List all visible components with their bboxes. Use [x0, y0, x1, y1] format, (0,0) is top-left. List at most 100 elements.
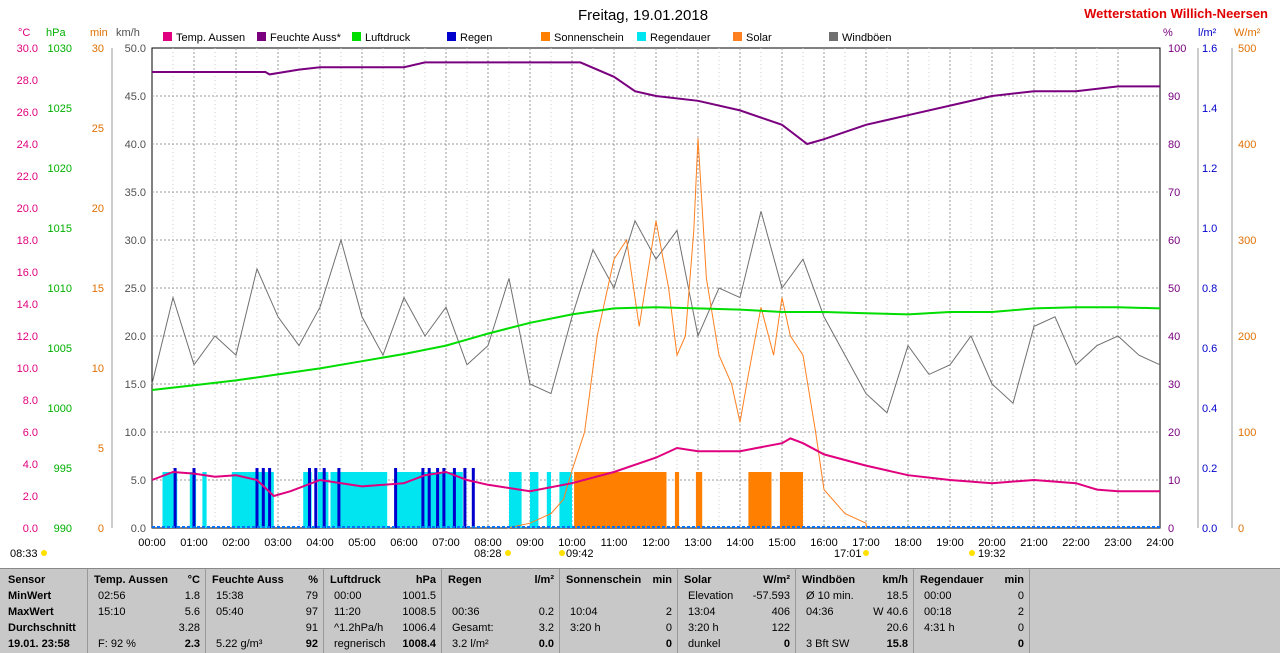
legend-swatch-1: [257, 32, 266, 41]
temp-line: [151, 437, 1160, 498]
header-unit-wind: km/h: [882, 574, 908, 586]
regen-bar-0: [173, 468, 177, 528]
cell-solar-value-2: 122: [771, 622, 790, 634]
temp-axis-tick-5: 20.0: [17, 203, 38, 215]
regen-bar-14: [452, 468, 456, 528]
header-solar: Solar: [684, 574, 712, 586]
regen-bar-6: [314, 468, 318, 528]
regen-bar-12: [436, 468, 440, 528]
temp-axis-tick-0: 30.0: [17, 43, 38, 55]
cell-solar-label-1: 13:04: [688, 606, 716, 618]
cell-temp-value-2: 3.28: [178, 622, 200, 634]
cell-regen-value-1: 0.2: [538, 606, 554, 618]
cell-regen-label-1: 00:36: [452, 606, 480, 618]
regendauer-bar-2: [202, 472, 207, 528]
cell-luftdruck-label-1: 11:20: [334, 606, 361, 618]
cell-feuchte-value-0: 79: [305, 590, 318, 602]
header-regendauer: Regendauer: [920, 574, 984, 586]
min-axis-tick-2: 20: [92, 203, 104, 215]
min-axis-tick-5: 5: [98, 443, 104, 455]
regen-bar-1: [192, 468, 196, 528]
time-tick-23: 23:00: [1104, 537, 1132, 549]
kmh-axis-tick-4: 30.0: [125, 235, 146, 247]
time-markers: 08:33 08:28 09:42 17:01 19:32: [10, 548, 1006, 560]
temp-axis-tick-6: 18.0: [17, 235, 38, 247]
press-axis-tick-6: 1000: [48, 403, 72, 415]
lm2-axis-tick-4: 0.8: [1202, 283, 1217, 295]
temp-axis-tick-4: 22.0: [17, 171, 38, 183]
cell-sonne-value-1: 2: [665, 606, 672, 618]
cell-regendauer-label-2: 4:31 h: [924, 622, 955, 634]
pct-axis-tick-2: 80: [1168, 139, 1180, 151]
pct-axis-tick-10: 0: [1168, 523, 1174, 535]
regen-bar-9: [394, 468, 398, 528]
regendauer-bar-9: [530, 472, 539, 528]
pct-axis-tick-6: 40: [1168, 331, 1180, 343]
legend-label-6: Solar: [746, 32, 772, 44]
row-label-0: MinWert: [8, 590, 52, 602]
cell-wind-label-3: 3 Bft SW: [806, 638, 850, 650]
wm2-axis-tick-0: 500: [1238, 43, 1256, 55]
temp-axis-tick-14: 2.0: [23, 491, 38, 503]
chart-title: Freitag, 19.01.2018: [578, 7, 708, 24]
kmh-axis-tick-10: 0.0: [131, 523, 146, 535]
regen-bar-8: [337, 468, 341, 528]
cell-luftdruck-value-2: 1006.4: [402, 622, 436, 634]
cell-temp-label-0: 02:56: [98, 590, 126, 602]
pct-axis-tick-5: 50: [1168, 283, 1180, 295]
col-regen: [442, 569, 560, 653]
legend-label-7: Windböen: [842, 32, 892, 44]
wm2-axis-tick-5: 0: [1238, 523, 1244, 535]
regen-bar-7: [322, 468, 326, 528]
sonnenschein-bar-2: [674, 472, 680, 528]
press-axis-tick-0: 1030: [48, 43, 72, 55]
time-tick-22: 22:00: [1062, 537, 1090, 549]
cell-solar-label-2: 3:20 h: [688, 622, 719, 634]
cell-regen-value-3: 0.0: [538, 638, 554, 650]
press-axis-tick-3: 1015: [48, 223, 72, 235]
time-tick-21: 21:00: [1020, 537, 1048, 549]
cell-regen-label-2: Gesamt:: [452, 622, 494, 634]
time-tick-2: 02:00: [222, 537, 250, 549]
cell-temp-label-1: 15:10: [98, 606, 126, 618]
regen-bar-15: [463, 468, 467, 528]
legend-swatch-7: [829, 32, 838, 41]
row-label-2: Durchschnitt: [8, 622, 76, 634]
regendauer-bar-4: [303, 472, 312, 528]
luftdruck-line: [151, 306, 1161, 391]
cell-sonne-value-2: 0: [665, 622, 672, 634]
time-tick-15: 15:00: [768, 537, 796, 549]
cell-feuchte-value-3: 92: [305, 638, 318, 650]
header-unit-luftdruck: hPa: [415, 574, 436, 586]
solarnoon-label: 09:42: [566, 548, 594, 560]
regen-bar-11: [427, 468, 431, 528]
legend-swatch-2: [352, 32, 361, 41]
cell-temp-value-3: 2.3: [184, 638, 200, 650]
time-tick-11: 11:00: [601, 537, 628, 549]
time-tick-20: 20:00: [978, 537, 1006, 549]
sonnenschein-bar-4: [748, 472, 772, 528]
press-axis-tick-1: 1025: [48, 103, 72, 115]
time-tick-14: 14:00: [726, 537, 754, 549]
cell-feuchte-label-3: 5.22 g/m³: [216, 638, 263, 650]
time-tick-5: 05:00: [348, 537, 376, 549]
time-tick-18: 18:00: [894, 537, 922, 549]
col-solar: [678, 569, 796, 653]
cell-sonne-label-1: 10:04: [570, 606, 598, 618]
pct-axis-tick-4: 60: [1168, 235, 1180, 247]
cell-wind-value-3: 15.8: [886, 638, 908, 650]
temp-axis-tick-2: 26.0: [17, 107, 38, 119]
press-axis-tick-2: 1020: [48, 163, 72, 175]
cell-regendauer-value-1: 2: [1017, 606, 1024, 618]
legend-label-4: Sonnenschein: [554, 32, 624, 44]
time-tick-9: 09:00: [516, 537, 544, 549]
legend-swatch-0: [163, 32, 172, 41]
regen-bar-10: [421, 468, 425, 528]
lm2-axis-tick-6: 0.4: [1202, 403, 1217, 415]
header-regen: Regen: [448, 574, 482, 586]
cell-regendauer-value-3: 0: [1017, 638, 1024, 650]
col-luftdruck: [324, 569, 442, 653]
cell-wind-value-2: 20.6: [886, 622, 908, 634]
time-tick-7: 07:00: [432, 537, 460, 549]
legend-label-1: Feuchte Auss*: [270, 32, 342, 44]
